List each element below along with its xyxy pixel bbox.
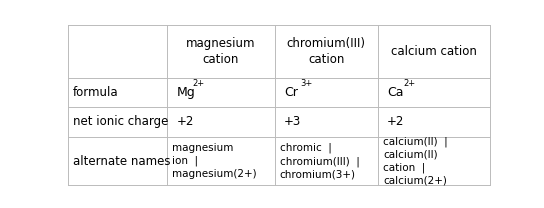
Text: +2: +2 xyxy=(387,115,405,128)
Text: calcium cation: calcium cation xyxy=(391,45,477,58)
Text: 2+: 2+ xyxy=(193,79,205,88)
Text: +2: +2 xyxy=(176,115,194,128)
Text: alternate names: alternate names xyxy=(73,155,171,168)
Text: magnesium
cation: magnesium cation xyxy=(186,37,256,66)
Text: calcium(II)  |
calcium(II)
cation  |
calcium(2+): calcium(II) | calcium(II) cation | calci… xyxy=(383,136,448,186)
Text: 2+: 2+ xyxy=(403,79,415,88)
Text: net ionic charge: net ionic charge xyxy=(73,115,169,128)
Text: +3: +3 xyxy=(284,115,301,128)
Text: Cr: Cr xyxy=(284,86,298,99)
Text: formula: formula xyxy=(73,86,119,99)
Text: Ca: Ca xyxy=(387,86,404,99)
Text: 3+: 3+ xyxy=(300,79,312,88)
Text: chromic  |
chromium(III)  |
chromium(3+): chromic | chromium(III) | chromium(3+) xyxy=(280,143,360,179)
Text: magnesium
ion  |
magnesium(2+): magnesium ion | magnesium(2+) xyxy=(172,143,257,179)
Text: chromium(III)
cation: chromium(III) cation xyxy=(287,37,366,66)
Text: Mg: Mg xyxy=(176,86,195,99)
